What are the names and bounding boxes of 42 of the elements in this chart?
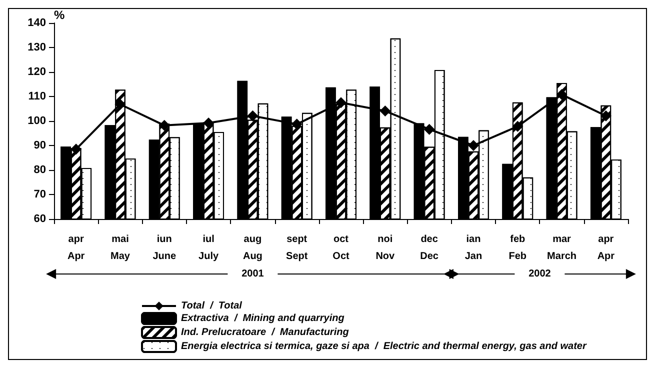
x-tick-label: aug Aug [242,234,262,262]
x-tick-label: apr Apr [597,234,615,262]
point [512,120,524,132]
y-tick-label: 100 [28,115,46,127]
x-tick-label: dec Dec [420,234,439,262]
x-tick-label: feb Feb [508,234,527,262]
point [468,140,479,151]
point [336,97,346,108]
point [291,118,302,130]
point [556,89,568,100]
legend-label: Energia electrica si termica, gaze si apa / Electric and thermal energy, gas and water [181,341,588,352]
point [203,117,214,128]
y-axis-title: % [54,8,65,22]
x-tick-label: ian Jan [464,234,482,262]
x-tick-label: mar March [547,234,576,262]
y-tick-label: 130 [28,42,46,54]
y-tick-label: 70 [34,188,46,200]
y-tick-label: 60 [34,213,46,225]
point [247,110,258,122]
x-tick-label: iul July [198,234,219,262]
x-tick-label: noi Nov [376,234,396,262]
point [380,105,391,116]
y-tick-label: 120 [28,66,46,78]
x-tick-label: sept Sept [286,234,308,262]
point [424,124,435,135]
legend-label: Extractiva / Mining and quarrying [181,313,344,324]
x-tick-label: iun June [152,234,176,262]
point [70,144,82,155]
y-tick-label: 90 [34,140,46,152]
text: 2002 [528,268,552,280]
x-tick-label: apr Apr [67,234,85,262]
text: 2001 [242,268,264,280]
y-tick-label: 80 [34,164,46,176]
point [600,110,612,122]
point [158,120,170,131]
x-tick-label: mai May [110,234,130,262]
x-tick-label: oct Oct [332,234,350,262]
legend-label: Ind. Prelucratoare / Manufacturing [181,327,349,338]
y-tick-label: 110 [28,90,46,102]
y-tick-label: 140 [28,17,46,29]
legend-label: Total / Total [181,300,242,312]
point [114,98,126,110]
